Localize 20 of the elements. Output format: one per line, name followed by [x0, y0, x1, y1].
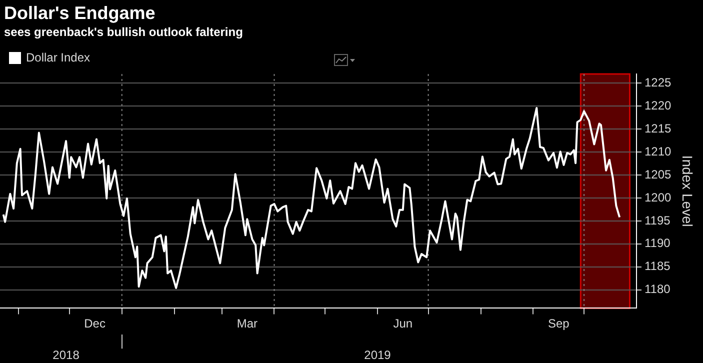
x-tick-label: Mar [236, 316, 258, 331]
x-tick-label: Dec [84, 316, 106, 331]
y-tick-label: 1180 [644, 282, 671, 296]
x-tick-label: Sep [548, 316, 570, 331]
y-tick-label: 1215 [644, 121, 672, 136]
y-tick-label: 1190 [644, 236, 671, 250]
y-tick-label: 1220 [644, 98, 672, 112]
legend-label: Dollar Index [26, 50, 90, 64]
y-tick-label: 1205 [644, 167, 672, 182]
chart-subtitle: sees greenback's bullish outlook faltering [3, 24, 244, 41]
y-tick-label: 1210 [644, 144, 672, 158]
y-axis-title: Index Level [680, 155, 696, 227]
chart-title: Dollar's Endgame [3, 2, 156, 24]
y-tick-label: 1200 [644, 190, 672, 204]
y-tick-label: 1225 [644, 75, 672, 90]
y-tick-label: 1185 [644, 259, 671, 274]
y-tick-label: 1195 [644, 213, 671, 228]
x-tick-label: Jun [393, 316, 413, 331]
x2-tick-label: 2019 [364, 348, 392, 362]
x2-tick-label: 2018 [52, 348, 80, 362]
